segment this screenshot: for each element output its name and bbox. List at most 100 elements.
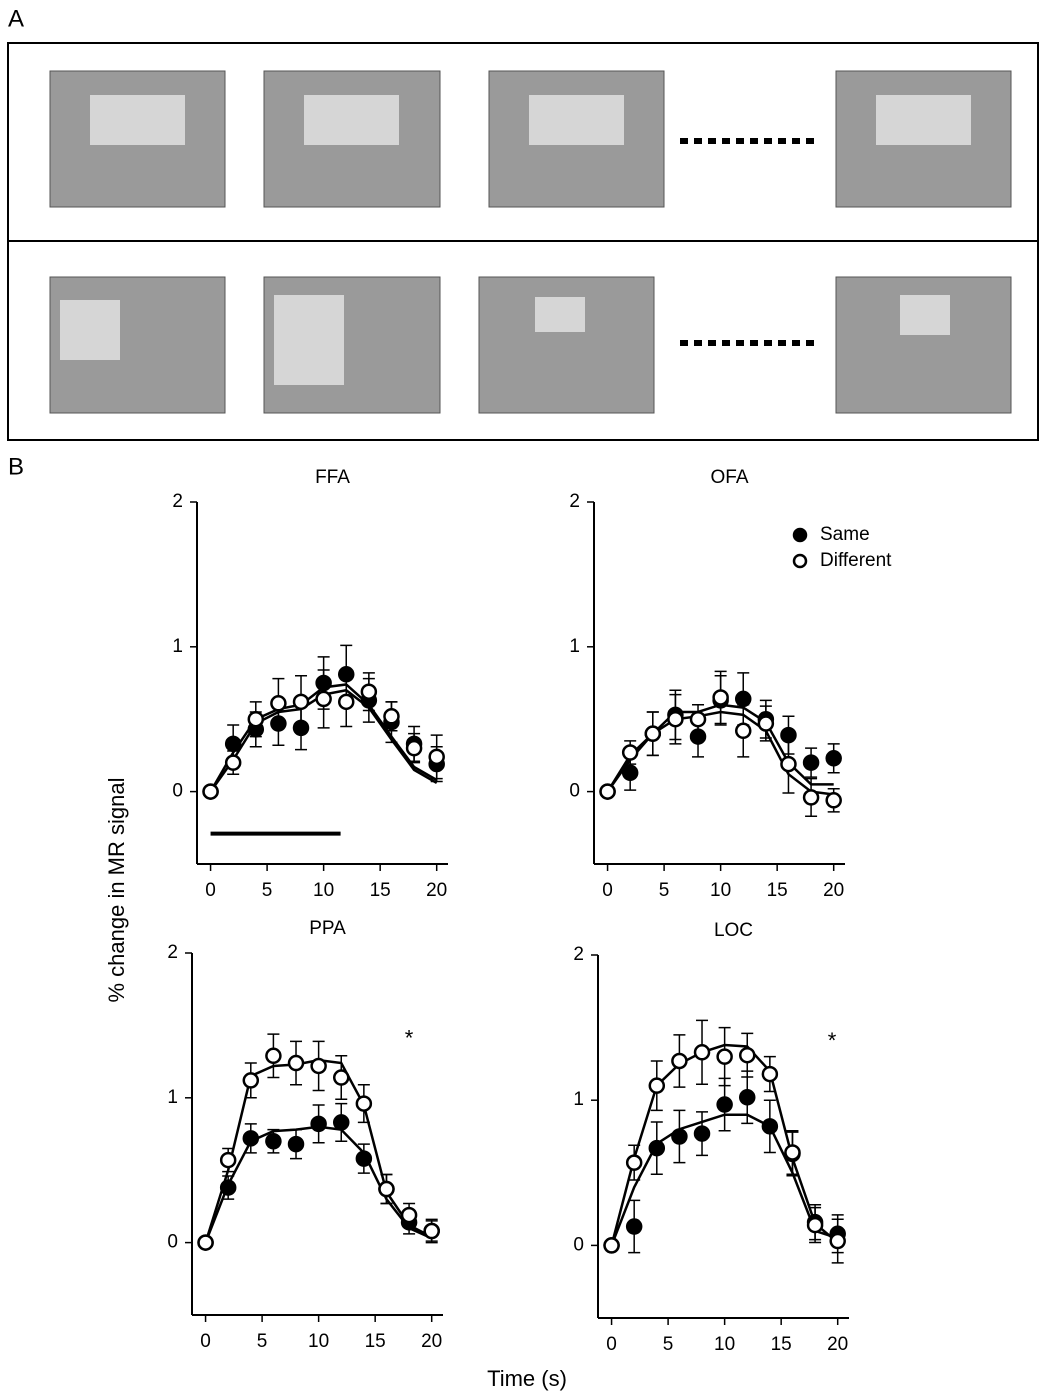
y-tick-label: 2	[573, 944, 584, 965]
data-point	[199, 1236, 213, 1250]
y-tick-label: 0	[569, 781, 580, 802]
data-point	[226, 737, 240, 751]
data-point	[718, 1050, 732, 1064]
data-point	[289, 1137, 303, 1151]
annotation: *	[405, 1026, 414, 1051]
legend-label: Different	[820, 550, 892, 571]
x-tick-label: 0	[200, 1331, 211, 1352]
y-tick-label: 0	[172, 781, 183, 802]
data-point	[627, 1156, 641, 1170]
data-point	[740, 1048, 754, 1062]
legend-marker	[794, 529, 806, 541]
x-tick-label: 20	[426, 880, 447, 901]
thumbnail-detail	[90, 95, 185, 145]
data-point	[289, 1056, 303, 1070]
data-point	[763, 1119, 777, 1133]
legend-label: Same	[820, 524, 870, 545]
x-tick-label: 5	[257, 1331, 268, 1352]
annotation: *	[828, 1028, 837, 1053]
data-point	[221, 1181, 235, 1195]
data-point	[627, 1220, 641, 1234]
y-tick-label: 0	[167, 1232, 178, 1253]
x-axis-label: Time (s)	[487, 1366, 567, 1391]
data-point	[226, 756, 240, 770]
data-point	[781, 757, 795, 771]
y-tick-label: 1	[573, 1089, 584, 1110]
x-tick-label: 15	[370, 880, 391, 901]
chart-title: FFA	[315, 467, 350, 488]
y-tick-label: 0	[573, 1234, 584, 1255]
figure: A B % change in MR signal Time (s) FFA01…	[0, 0, 1039, 1396]
data-point	[827, 793, 841, 807]
thumbnail-detail	[60, 300, 120, 360]
data-point	[334, 1071, 348, 1085]
data-point	[312, 1117, 326, 1131]
data-point	[695, 1045, 709, 1059]
data-point	[379, 1182, 393, 1196]
x-tick-label: 20	[823, 880, 844, 901]
panel-label: B	[8, 453, 24, 480]
x-tick-label: 5	[262, 880, 273, 901]
data-point	[650, 1079, 664, 1093]
chart-title: OFA	[710, 467, 748, 488]
data-point	[804, 790, 818, 804]
data-point	[623, 746, 637, 760]
data-point	[736, 692, 750, 706]
thumbnail-detail	[304, 95, 399, 145]
data-point	[763, 1067, 777, 1081]
data-point	[317, 692, 331, 706]
data-point	[266, 1134, 280, 1148]
chart-title: PPA	[309, 918, 346, 939]
data-point	[384, 709, 398, 723]
panel-a	[8, 43, 1038, 440]
data-point	[362, 685, 376, 699]
data-point	[357, 1097, 371, 1111]
data-point	[221, 1153, 235, 1167]
data-point	[244, 1131, 258, 1145]
thumbnail-detail	[535, 297, 585, 332]
data-point	[249, 712, 263, 726]
x-tick-label: 15	[771, 1334, 792, 1355]
data-point	[831, 1234, 845, 1248]
data-point	[244, 1073, 258, 1087]
data-point	[357, 1152, 371, 1166]
x-tick-label: 0	[602, 880, 613, 901]
thumbnail-detail	[529, 95, 624, 145]
data-point	[668, 712, 682, 726]
data-point	[650, 1141, 664, 1155]
data-point	[294, 695, 308, 709]
data-point	[808, 1218, 822, 1232]
y-tick-label: 1	[569, 636, 580, 657]
same-row	[50, 71, 1011, 207]
thumbnail-detail	[274, 295, 344, 385]
data-point	[691, 712, 705, 726]
data-point	[804, 756, 818, 770]
y-axis-label: % change in MR signal	[104, 777, 129, 1002]
data-point	[785, 1145, 799, 1159]
data-point	[402, 1208, 416, 1222]
x-tick-label: 10	[313, 880, 334, 901]
data-point	[672, 1054, 686, 1068]
y-tick-label: 2	[172, 491, 183, 512]
data-point	[271, 696, 285, 710]
data-point	[312, 1059, 326, 1073]
y-tick-label: 2	[167, 942, 178, 963]
data-point	[736, 724, 750, 738]
different-row	[50, 277, 1011, 413]
x-tick-label: 15	[365, 1331, 386, 1352]
data-point	[672, 1130, 686, 1144]
data-point	[695, 1127, 709, 1141]
x-tick-label: 20	[827, 1334, 848, 1355]
data-point	[204, 785, 218, 799]
fit-line	[612, 1115, 838, 1246]
data-point	[827, 751, 841, 765]
x-tick-label: 20	[421, 1331, 442, 1352]
thumbnail-detail	[900, 295, 950, 335]
x-tick-label: 10	[714, 1334, 735, 1355]
data-point	[740, 1090, 754, 1104]
x-tick-label: 5	[663, 1334, 674, 1355]
thumbnail-detail	[876, 95, 971, 145]
data-point	[407, 741, 421, 755]
data-point	[430, 750, 444, 764]
fit-line	[206, 1127, 432, 1243]
